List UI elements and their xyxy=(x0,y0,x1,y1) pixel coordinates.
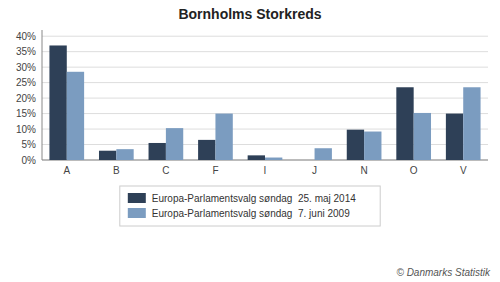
x-ticks: ABCFIJNOV xyxy=(63,165,466,176)
x-tick-label: O xyxy=(410,165,418,176)
bar xyxy=(364,132,381,160)
x-tick-label: N xyxy=(360,165,367,176)
bar xyxy=(198,140,215,160)
grid-line xyxy=(42,51,488,52)
y-tick-label: 35% xyxy=(16,46,36,57)
grid-line xyxy=(42,67,488,68)
bar xyxy=(463,87,480,160)
y-tick-label: 40% xyxy=(16,31,36,42)
bar xyxy=(248,155,265,160)
y-tick-label: 25% xyxy=(16,77,36,88)
bar xyxy=(49,45,66,160)
x-tick-label: F xyxy=(212,165,218,176)
bar xyxy=(215,114,232,160)
bars xyxy=(49,45,480,160)
bar xyxy=(166,128,183,160)
x-tick-label: V xyxy=(460,165,467,176)
chart: Bornholms Storkreds 0% 5% 10% 15% 20% 25% 30% 35… xyxy=(0,0,500,282)
grid xyxy=(42,36,488,160)
bar xyxy=(265,158,282,160)
y-tick-label: 20% xyxy=(16,93,36,104)
y-axis-line xyxy=(42,30,43,160)
legend-box xyxy=(120,186,380,226)
bar xyxy=(347,130,364,160)
bar xyxy=(67,72,84,160)
bar xyxy=(116,149,133,160)
bar xyxy=(315,148,332,160)
x-tick-label: C xyxy=(162,165,169,176)
grid-line xyxy=(42,82,488,83)
x-tick-label: J xyxy=(312,165,317,176)
y-tick-label: 0% xyxy=(22,155,37,166)
x-tick-label: A xyxy=(63,165,70,176)
legend-label: Europa-Parlamentsvalg søndag 25. maj 201… xyxy=(152,193,356,204)
legend: Europa-Parlamentsvalg søndag 25. maj 201… xyxy=(120,186,380,226)
bar xyxy=(99,151,116,160)
x-tick-label: I xyxy=(264,165,267,176)
y-tick-label: 15% xyxy=(16,108,36,119)
bar xyxy=(396,87,413,160)
title: Bornholms Storkreds xyxy=(178,6,321,22)
y-tick-label: 5% xyxy=(22,139,37,150)
bar xyxy=(149,143,166,160)
grid-line xyxy=(42,98,488,99)
annotation: © Danmarks Statistik xyxy=(396,267,491,278)
x-tick-label: B xyxy=(113,165,120,176)
legend-swatch xyxy=(128,208,146,218)
y-ticks: 0% 5% 10% 15% 20% 25% 30% 35% 40% xyxy=(16,31,36,166)
y-tick-label: 10% xyxy=(16,124,36,135)
y-tick-label: 30% xyxy=(16,62,36,73)
page: {"chart_data": { "type": "bar", "title":… xyxy=(0,0,500,282)
legend-label: Europa-Parlamentsvalg søndag 7. juni 200… xyxy=(152,208,350,219)
grid-line xyxy=(42,36,488,37)
bar xyxy=(414,113,431,160)
bar xyxy=(446,114,463,160)
bar xyxy=(297,160,314,161)
legend-swatch xyxy=(128,193,146,203)
